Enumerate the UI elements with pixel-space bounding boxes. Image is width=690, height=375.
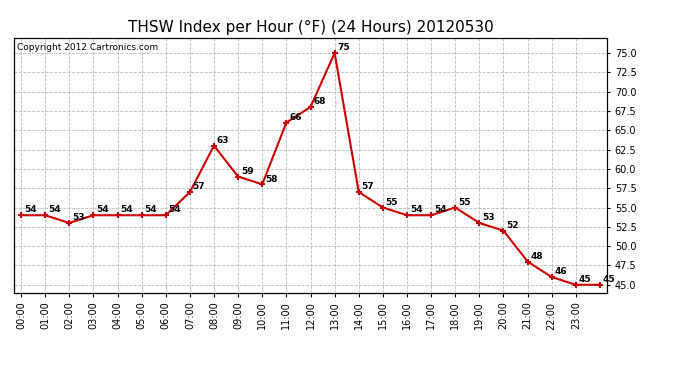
- Text: 45: 45: [579, 275, 591, 284]
- Text: 54: 54: [144, 206, 157, 214]
- Text: 53: 53: [482, 213, 495, 222]
- Text: 68: 68: [313, 97, 326, 106]
- Title: THSW Index per Hour (°F) (24 Hours) 20120530: THSW Index per Hour (°F) (24 Hours) 2012…: [128, 20, 493, 35]
- Text: 57: 57: [193, 182, 206, 191]
- Text: 53: 53: [72, 213, 85, 222]
- Text: 57: 57: [362, 182, 374, 191]
- Text: 54: 54: [120, 206, 133, 214]
- Text: 58: 58: [265, 174, 277, 183]
- Text: 46: 46: [555, 267, 567, 276]
- Text: 54: 54: [96, 206, 109, 214]
- Text: 63: 63: [217, 136, 229, 145]
- Text: 54: 54: [410, 206, 422, 214]
- Text: 54: 54: [24, 206, 37, 214]
- Text: 54: 54: [48, 206, 61, 214]
- Text: 75: 75: [337, 43, 350, 52]
- Text: 52: 52: [506, 221, 519, 230]
- Text: 45: 45: [603, 275, 615, 284]
- Text: 54: 54: [168, 206, 181, 214]
- Text: 54: 54: [434, 206, 446, 214]
- Text: 55: 55: [386, 198, 398, 207]
- Text: 55: 55: [458, 198, 471, 207]
- Text: 59: 59: [241, 167, 253, 176]
- Text: 48: 48: [531, 252, 543, 261]
- Text: 66: 66: [289, 113, 302, 122]
- Text: Copyright 2012 Cartronics.com: Copyright 2012 Cartronics.com: [17, 43, 158, 52]
